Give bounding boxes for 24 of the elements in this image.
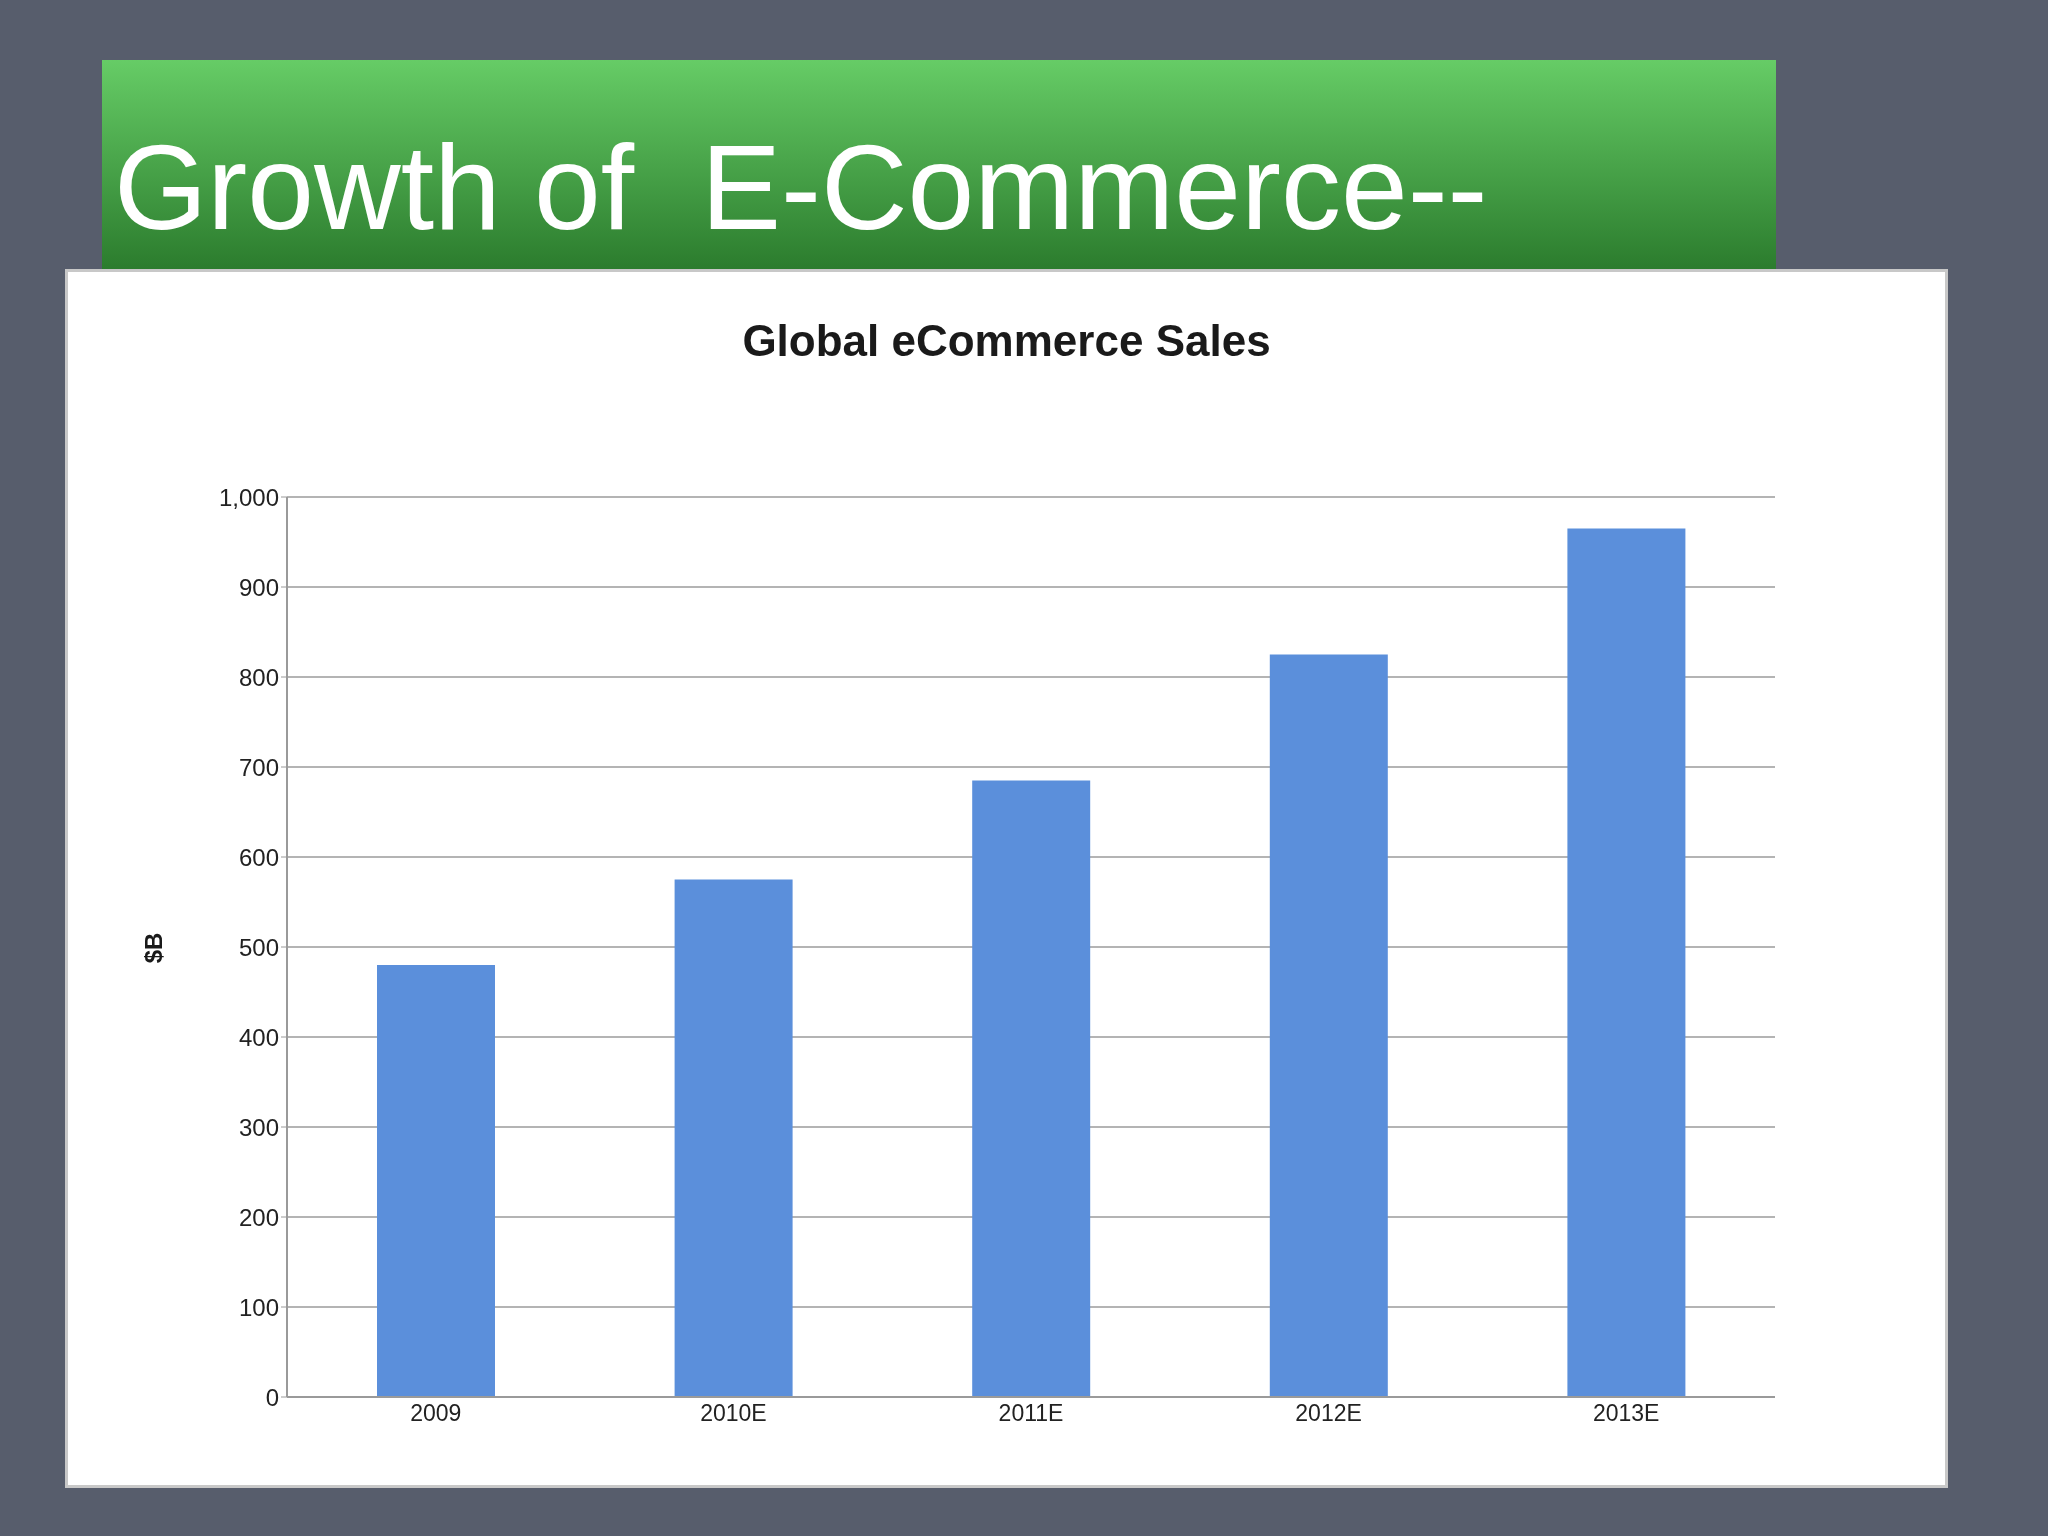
- y-tick-label: 800: [238, 663, 279, 691]
- bar: [377, 965, 495, 1397]
- y-tick-label: 1,000: [218, 483, 279, 511]
- y-tick-label: 100: [238, 1293, 279, 1321]
- y-tick-label: 0: [265, 1383, 279, 1411]
- x-tick-label: 2011E: [998, 1400, 1064, 1427]
- x-tick-label: 2009: [410, 1400, 462, 1427]
- y-tick-label: 700: [238, 753, 279, 781]
- bar: [674, 879, 793, 1397]
- y-tick-label: 900: [238, 573, 279, 601]
- bar: [1269, 654, 1388, 1397]
- chart-subtitle: Global eCommerce Sales: [741, 316, 1272, 366]
- y-tick-label: 200: [238, 1203, 279, 1231]
- bar: [972, 780, 1091, 1397]
- y-tick-label: 400: [238, 1023, 279, 1051]
- y-tick-label: 300: [238, 1113, 279, 1141]
- x-tick-label: 2013E: [1592, 1400, 1660, 1427]
- x-tick-label: 2012E: [1295, 1400, 1362, 1427]
- chart-title: Growth of E-Commerce--: [114, 120, 1488, 254]
- y-axis-title: $B: [140, 932, 168, 964]
- y-tick-label: 500: [238, 933, 279, 961]
- y-tick-label: 600: [238, 843, 279, 871]
- bar: [1567, 528, 1686, 1397]
- x-tick-label: 2010E: [700, 1400, 767, 1427]
